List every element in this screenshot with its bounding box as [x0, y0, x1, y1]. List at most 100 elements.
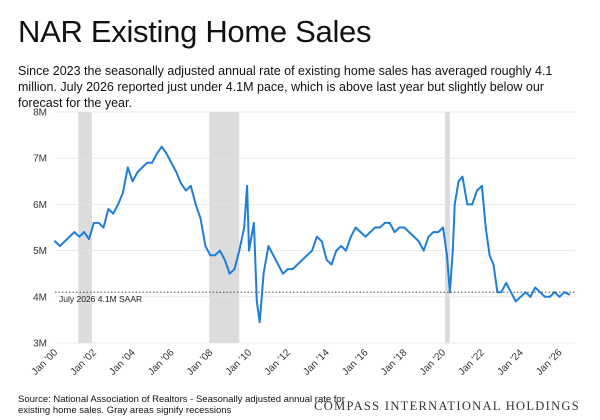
data-point — [252, 221, 255, 224]
data-point — [451, 249, 454, 252]
data-point — [437, 231, 440, 234]
data-point — [432, 231, 435, 234]
data-point — [369, 231, 372, 234]
data-point — [286, 268, 289, 270]
data-point — [311, 249, 313, 252]
reference-line-label: July 2026 4.1M SAAR — [59, 294, 142, 304]
x-tick-label: Jan '00 — [30, 347, 61, 378]
data-point — [427, 235, 430, 238]
data-point — [141, 166, 144, 169]
data-point — [238, 249, 241, 252]
x-tick-label: Jan '14 — [301, 347, 332, 378]
data-point — [170, 161, 173, 164]
data-point — [345, 249, 347, 252]
data-point — [248, 249, 250, 252]
data-point — [258, 321, 261, 324]
data-point — [374, 226, 377, 229]
data-point — [233, 268, 236, 270]
reference-line-group: July 2026 4.1M SAAR — [55, 291, 575, 304]
data-point — [553, 291, 556, 294]
y-tick-label: 5M — [33, 246, 47, 257]
data-point — [189, 185, 192, 187]
data-point — [354, 226, 357, 229]
data-point — [117, 203, 119, 206]
x-tick-label: Jan '08 — [185, 347, 216, 378]
data-point — [272, 254, 275, 257]
x-tick-label: Jan '02 — [69, 347, 100, 378]
chart-title: NAR Existing Home Sales — [18, 14, 372, 49]
data-point — [563, 291, 566, 294]
series-layer — [54, 145, 571, 324]
data-point — [529, 295, 532, 298]
data-point — [335, 249, 338, 252]
data-point — [388, 221, 391, 224]
data-point — [267, 245, 270, 247]
x-tick-label: Jan '22 — [457, 347, 488, 378]
data-point — [359, 231, 362, 234]
data-point — [160, 145, 163, 148]
data-point — [496, 291, 499, 294]
existing-home-sales-chart: July 2026 4.1M SAAR 3M 4M 5M 6M 7M 8M Jan '00… — [30, 108, 575, 378]
data-point — [78, 235, 81, 238]
data-point — [480, 185, 483, 187]
data-point — [58, 245, 61, 247]
y-tick-label: 4M — [33, 292, 47, 303]
y-axis: 3M 4M 5M 6M 7M 8M — [33, 108, 47, 350]
source-note: Source: National Association of Realtors… — [18, 394, 345, 416]
data-point — [185, 189, 187, 192]
data-point — [228, 272, 231, 275]
data-point — [255, 300, 258, 303]
data-point — [209, 254, 212, 257]
data-point — [500, 291, 503, 294]
data-point — [73, 231, 76, 234]
data-point — [408, 231, 411, 234]
data-point — [558, 295, 561, 298]
data-point — [131, 180, 134, 183]
x-tick-label: Jan '20 — [418, 347, 449, 378]
data-point — [519, 295, 522, 298]
data-point — [214, 254, 216, 257]
data-point — [223, 258, 226, 261]
x-tick-label: Jan '24 — [495, 347, 526, 378]
data-point — [413, 235, 415, 238]
data-point — [219, 249, 221, 252]
data-point — [180, 182, 183, 185]
data-point — [199, 217, 202, 220]
recession-bands — [78, 112, 450, 343]
y-tick-label: 6M — [33, 200, 47, 211]
data-point — [83, 231, 86, 234]
data-point — [417, 240, 420, 243]
data-point — [488, 254, 491, 257]
data-point — [320, 240, 323, 243]
data-point — [126, 166, 129, 169]
data-point — [379, 226, 381, 229]
brand-logo-text: COMPASS INTERNATIONAL HOLDINGS — [314, 399, 580, 413]
x-tick-label: Jan '16 — [340, 347, 371, 378]
data-point — [471, 203, 474, 206]
data-point — [505, 282, 508, 284]
data-point — [97, 221, 100, 224]
data-point — [296, 263, 299, 266]
data-point — [122, 191, 124, 194]
data-point — [325, 258, 328, 261]
data-point — [524, 291, 527, 294]
data-point — [151, 161, 153, 164]
x-tick-label: Jan '26 — [534, 347, 565, 378]
data-point — [112, 212, 115, 215]
data-point — [448, 291, 451, 294]
data-point — [349, 235, 352, 238]
data-point — [277, 263, 280, 266]
x-tick-label: Jan '12 — [263, 347, 294, 378]
data-point — [461, 175, 464, 178]
recession-band — [78, 112, 92, 343]
data-point — [453, 203, 456, 206]
data-point — [194, 203, 197, 206]
recession-band — [445, 112, 450, 343]
data-point — [136, 171, 139, 173]
data-point — [442, 226, 444, 229]
data-point — [393, 231, 396, 234]
data-point — [306, 254, 309, 257]
series-line — [54, 145, 571, 324]
data-point — [422, 249, 425, 252]
data-point — [301, 258, 304, 261]
